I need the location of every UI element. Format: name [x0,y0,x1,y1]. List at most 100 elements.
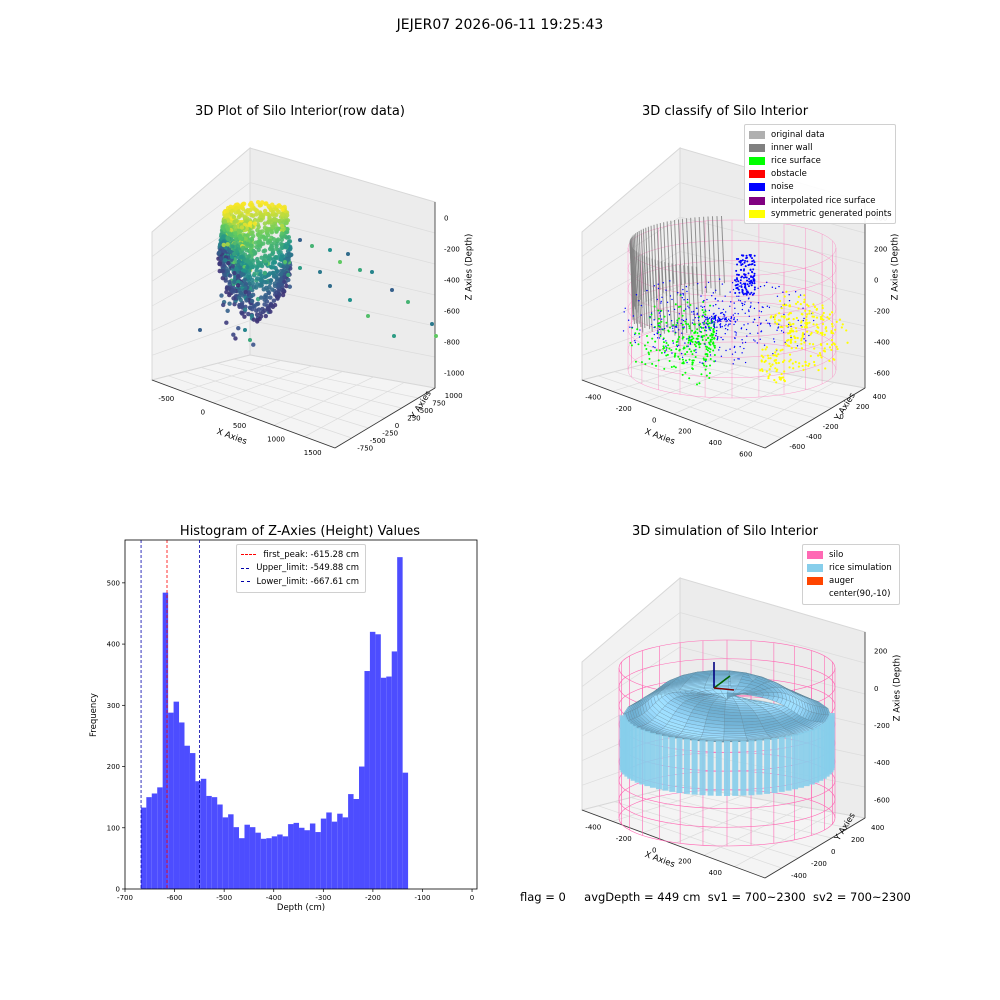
raw-point [231,214,237,220]
rice-surface-point [643,344,646,347]
rice-surface-point [668,360,671,363]
noise-point [735,257,738,260]
noise-point [696,313,698,316]
rice-surface-point [702,326,705,329]
surface-patch [709,672,731,675]
noise-point [730,301,732,303]
symmetric-point [819,331,822,335]
noise-point [766,305,769,307]
symmetric-point [805,318,808,321]
rice-surface-point [657,309,660,312]
rice-surface-point [692,359,695,362]
raw-point [286,257,291,262]
raw-point [232,224,238,230]
symmetric-point [771,363,774,366]
noise-point [710,322,713,324]
inner-wall-point [720,216,725,284]
noise-point [768,323,771,325]
rice-surface-point [636,328,639,331]
noise-point [743,324,745,326]
noise-point [659,310,662,313]
raw-point [253,207,258,212]
histogram-bar [369,631,376,889]
symmetric-point [775,348,778,351]
noise-point [665,289,667,291]
raw-point [226,247,232,252]
rice-surface-point [707,325,710,328]
noise-point [717,316,720,318]
noise-point [733,317,736,319]
noise-point [773,341,776,343]
rice-surface-point [707,337,710,340]
symmetric-point [832,357,835,361]
raw-point [238,255,244,260]
panel2-y-axis [764,387,866,449]
raw-point [236,258,242,264]
rice-surface-point [682,327,685,330]
rice-surface-point [704,353,707,356]
symmetric-point [767,357,770,360]
sv1-value: sv1 = 700~2300 [707,890,806,904]
noise-point [743,347,745,350]
raw-point [279,231,285,236]
noise-point [756,342,759,344]
symmetric-point [801,364,804,368]
inner-wall-point [630,239,635,305]
symmetric-point [822,311,825,315]
raw-point [279,212,285,217]
symmetric-point [774,351,777,354]
symmetric-point [821,304,824,307]
symmetric-point [759,369,762,372]
symmetric-point [781,325,784,329]
rice-surface-point [657,322,660,325]
raw-point [267,215,272,220]
rice-surface-point [704,310,707,313]
rice-surface-point [654,340,657,343]
noise-point [706,316,709,319]
raw-point [275,208,280,213]
raw-point [233,231,238,236]
noise-point [758,310,760,312]
rice-surface-point [647,351,650,354]
symmetric-point [805,326,809,329]
noise-point [741,308,744,311]
noise-point [753,339,755,341]
rice-surface-point [683,346,686,349]
raw-point [242,307,248,312]
symmetric-point [790,329,793,332]
symmetric-point [773,379,776,382]
raw-point [277,219,282,224]
raw-point [254,312,260,317]
auger-x-arrow [713,687,735,691]
noise-point [671,298,673,301]
noise-point [744,282,747,285]
raw-point [259,200,265,205]
noise-point [746,279,749,282]
classify-scatter-3d-plot: -400-20002004006004002000-200-400-600400… [580,146,890,458]
noise-point [686,338,688,340]
noise-point [725,320,727,323]
histogram-bar [179,722,185,889]
symmetric-point [823,347,826,350]
inner-wall-point [679,264,684,341]
raw-point [254,302,259,307]
raw-point [258,277,263,283]
noise-point [734,320,736,323]
raw-point [270,224,275,230]
rice-surface-point [707,347,710,350]
symmetric-point [788,344,791,348]
noise-point [699,330,701,333]
panel4-x-axis [581,809,766,879]
noise-point [778,285,780,288]
noise-point [719,323,722,325]
raw-point [225,213,230,218]
rice-surface-point [657,317,660,320]
noise-point [657,287,660,290]
histogram-bar [239,838,245,889]
noise-point [701,306,704,308]
raw-point [434,334,438,338]
raw-point [218,256,224,261]
symmetric-point [817,326,820,329]
rice-surface-point [648,353,651,356]
raw-point [249,264,255,270]
